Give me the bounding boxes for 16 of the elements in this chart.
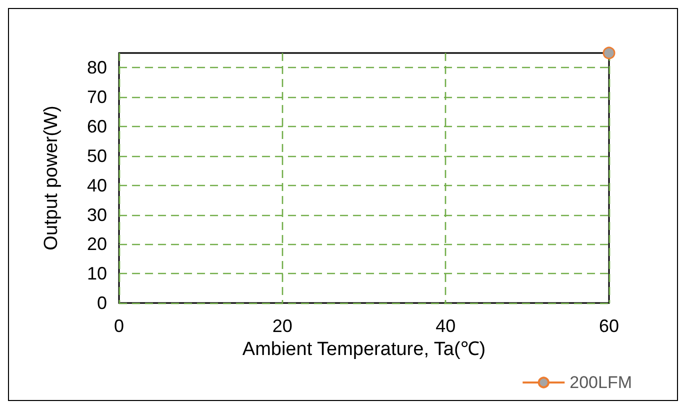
- x-axis-title: Ambient Temperature, Ta(℃): [242, 338, 486, 360]
- y-tick-label: 70: [86, 87, 107, 108]
- x-tick-label: 0: [114, 316, 124, 336]
- x-tick-label: 60: [598, 316, 620, 336]
- legend-label: 200LFM: [570, 373, 632, 392]
- y-tick-label: 80: [86, 58, 107, 78]
- x-tick-label: 40: [436, 316, 456, 336]
- y-tick-label: 30: [86, 204, 107, 225]
- y-tick-label: 60: [86, 116, 107, 137]
- y-tick-label: 40: [86, 175, 107, 196]
- y-axis-title: Output power(W): [41, 106, 62, 250]
- y-tick-label: 20: [86, 234, 107, 254]
- y-tick-label: 10: [86, 264, 107, 284]
- y-tick-label: 0: [96, 293, 107, 313]
- y-tick-label: 50: [86, 146, 107, 166]
- x-tick-label: 20: [272, 316, 292, 336]
